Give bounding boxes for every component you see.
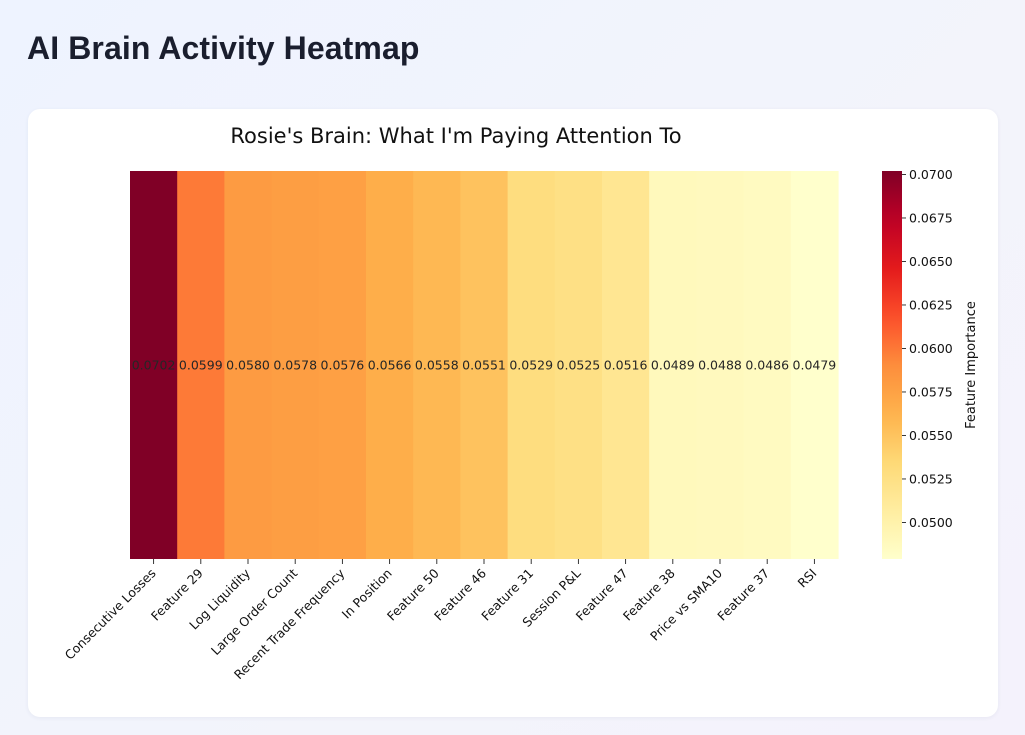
cell-value-label: 0.0525 [557,358,601,373]
colorbar-tick-label: 0.0700 [909,167,953,182]
heatmap-cell [790,171,839,559]
heatmap-cell [507,171,556,559]
heatmap-cell [743,171,792,559]
colorbar-tick-label: 0.0600 [909,341,953,356]
cell-value-label: 0.0599 [179,358,223,373]
cell-value-label: 0.0529 [509,358,553,373]
chart-card: Rosie's Brain: What I'm Paying Attention… [28,109,998,717]
cell-value-label: 0.0558 [415,358,459,373]
cell-value-label: 0.0578 [273,358,317,373]
colorbar-tick-label: 0.0650 [909,254,953,269]
colorbar-tick-label: 0.0525 [909,471,953,486]
heatmap-cell [224,171,273,559]
colorbar-tick-label: 0.0625 [909,297,953,312]
heatmap-cell [271,171,320,559]
heatmap-cell [318,171,367,559]
heatmap-cell [366,171,414,559]
heatmap-cell [130,171,178,559]
heatmap-chart: Rosie's Brain: What I'm Paying Attention… [62,124,979,682]
cell-value-label: 0.0702 [132,358,176,373]
heatmap-cell [413,171,461,559]
colorbar-tick-label: 0.0550 [909,428,953,443]
page-title: AI Brain Activity Heatmap [27,30,420,66]
chart-title: Rosie's Brain: What I'm Paying Attention… [230,124,681,148]
cell-value-label: 0.0486 [745,358,789,373]
heatmap-cell [177,171,225,559]
colorbar-tick-label: 0.0575 [909,384,953,399]
colorbar: 0.0700 0.0675 0.0650 0.0625 0.0600 0.0575 0.05… [882,167,979,559]
colorbar-label: Feature Importance [964,301,979,429]
colorbar-tick-label: 0.0675 [909,210,953,225]
heatmap-cell [460,171,509,559]
heatmap-cells: 0.0702 0.0599 0.0580 0.0578 0.0576 0.0566 0.05… [130,171,839,559]
x-tick-label: RSI [795,566,820,591]
cell-value-label: 0.0488 [698,358,742,373]
cell-value-label: 0.0576 [321,358,365,373]
x-tick-label: Large Order Count [208,565,301,658]
heatmap-cell [696,171,745,559]
heatmap-cell [602,171,650,559]
cell-value-label: 0.0479 [793,358,837,373]
cell-value-label: 0.0566 [368,358,412,373]
heatmap-cell [554,171,603,559]
cell-value-label: 0.0551 [462,358,506,373]
cell-value-label: 0.0516 [604,358,648,373]
cell-value-label: 0.0489 [651,358,695,373]
colorbar-tick-label: 0.0500 [909,515,953,530]
cell-value-label: 0.0580 [226,358,270,373]
heatmap-cell [649,171,697,559]
x-tick-label: Consecutive Losses [62,566,159,663]
colorbar-gradient [882,171,902,559]
